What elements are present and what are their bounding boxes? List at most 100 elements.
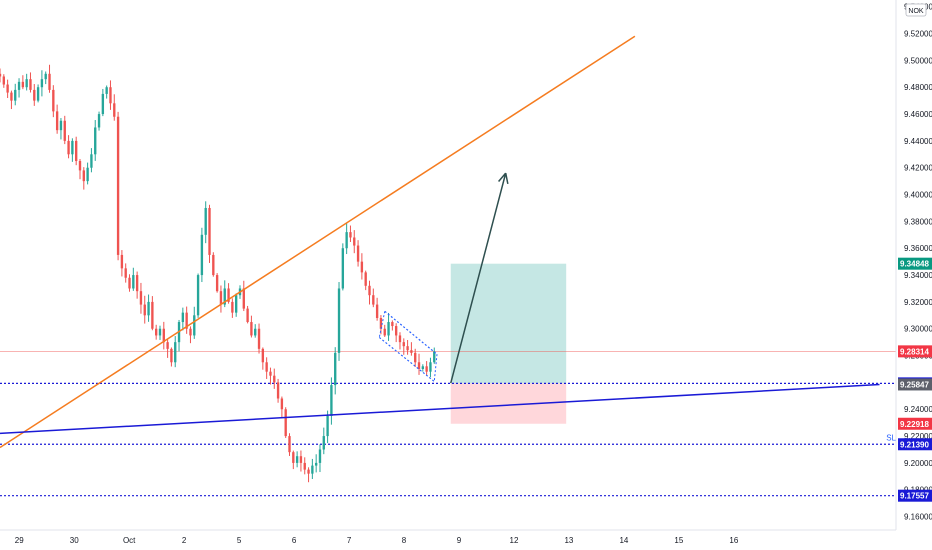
arrow-shaft[interactable] [450, 172, 507, 384]
price-tag-label: 9.21390 [900, 440, 929, 449]
price-tick-label: 9.34000 [904, 271, 932, 280]
time-tick-label: 5 [237, 536, 242, 545]
candle-body [349, 232, 352, 238]
time-tick-label: 16 [729, 536, 738, 545]
candle-body [215, 275, 219, 292]
price-tag-box [898, 378, 932, 391]
time-tick-label: 15 [674, 536, 683, 545]
candle-body [17, 81, 21, 90]
candle-body [314, 462, 318, 466]
candle-body [273, 375, 276, 383]
candle-body [116, 116, 120, 255]
price-tick-label: 9.44000 [904, 137, 932, 146]
candle-body [341, 248, 345, 289]
candle-body [219, 291, 223, 305]
candle-body [132, 275, 135, 289]
candle-body [109, 87, 112, 104]
candle-body [345, 232, 348, 249]
candle-body [151, 301, 154, 329]
channel-upper-line[interactable] [384, 310, 438, 355]
candle-body [223, 288, 226, 305]
candle-body [322, 436, 325, 450]
time-tick-label: 2 [182, 536, 187, 545]
candle-body [21, 81, 25, 88]
profit-zone[interactable] [450, 263, 567, 384]
candle-body [276, 382, 280, 399]
candle-body [147, 301, 150, 316]
candle-body [154, 328, 158, 336]
candle-body [360, 261, 364, 273]
candle-body [242, 288, 245, 309]
candle-body [113, 103, 116, 117]
price-tag-box [898, 257, 932, 270]
candle-body [406, 346, 409, 351]
candle-body [303, 462, 306, 470]
price-tick-label: 9.52000 [904, 30, 932, 39]
trendline-blue-support[interactable] [0, 383, 880, 435]
projection-arrow[interactable] [450, 172, 509, 384]
position-tool[interactable] [450, 263, 567, 424]
candle-body [71, 140, 74, 155]
stop-loss-marker: SL [886, 434, 896, 443]
candle-body [105, 87, 108, 94]
price-tick-label: 9.38000 [904, 217, 932, 226]
candle-body [82, 170, 85, 182]
candle-body [158, 328, 162, 336]
candle-body [372, 295, 375, 305]
candle-body [212, 254, 215, 276]
price-tick-label: 9.46000 [904, 110, 932, 119]
candle-body [44, 73, 47, 80]
price-tag-box [898, 438, 932, 451]
candle-body [353, 237, 356, 246]
candle-body [52, 89, 55, 112]
candle-body [29, 79, 32, 90]
candle-body [414, 352, 417, 363]
candle-body [0, 73, 2, 77]
price-tick-label: 9.22000 [904, 432, 932, 441]
price-tick-label: 9.36000 [904, 244, 932, 253]
candle-body [425, 366, 428, 372]
candle-body [375, 304, 379, 318]
time-tick-label: Oct [123, 536, 136, 545]
arrow-head[interactable] [498, 172, 507, 182]
candle-body [94, 127, 97, 155]
price-tag-box [898, 489, 932, 502]
price-tick-label: 9.48000 [904, 83, 932, 92]
time-axis[interactable]: 29 30 Oct 2 5 6 7 8 9 12 13 14 15 16 [15, 536, 739, 545]
trendline-orange-resistance[interactable] [0, 35, 636, 449]
channel-right-edge[interactable] [433, 354, 438, 382]
trendlines[interactable] [0, 35, 880, 449]
candle-body [124, 268, 127, 278]
candle-body [417, 362, 421, 369]
price-tick-label: 9.16000 [904, 513, 932, 522]
price-tick-label: 9.40000 [904, 191, 932, 200]
candle-body [14, 89, 17, 101]
candle-body [55, 111, 59, 131]
candle-body [196, 275, 200, 316]
price-tick-label: 9.24000 [904, 405, 932, 414]
descending-channel[interactable] [378, 310, 438, 382]
candle-body [170, 348, 173, 363]
candle-body [6, 84, 9, 93]
price-tag-box [898, 345, 932, 358]
arrow-head[interactable] [504, 172, 509, 185]
price-tick-label: 9.42000 [904, 164, 932, 173]
price-tag-label: 9.34848 [900, 260, 929, 269]
candle-body [2, 76, 5, 85]
candle-body [67, 140, 70, 155]
channel-left-edge[interactable] [378, 311, 386, 338]
candle-body [135, 275, 139, 292]
candle-body [86, 167, 89, 182]
price-tag-box [898, 417, 932, 430]
candle-body [36, 87, 40, 101]
time-tick-label: 29 [15, 536, 24, 545]
candle-body [429, 362, 432, 372]
candle-body [257, 328, 261, 349]
price-tick-label: 9.20000 [904, 459, 932, 468]
candle-body [139, 291, 143, 305]
candle-body [90, 154, 93, 168]
price-tick-label: 9.50000 [904, 56, 932, 65]
candle-body [391, 322, 394, 327]
price-tick-label: 9.30000 [904, 325, 932, 334]
